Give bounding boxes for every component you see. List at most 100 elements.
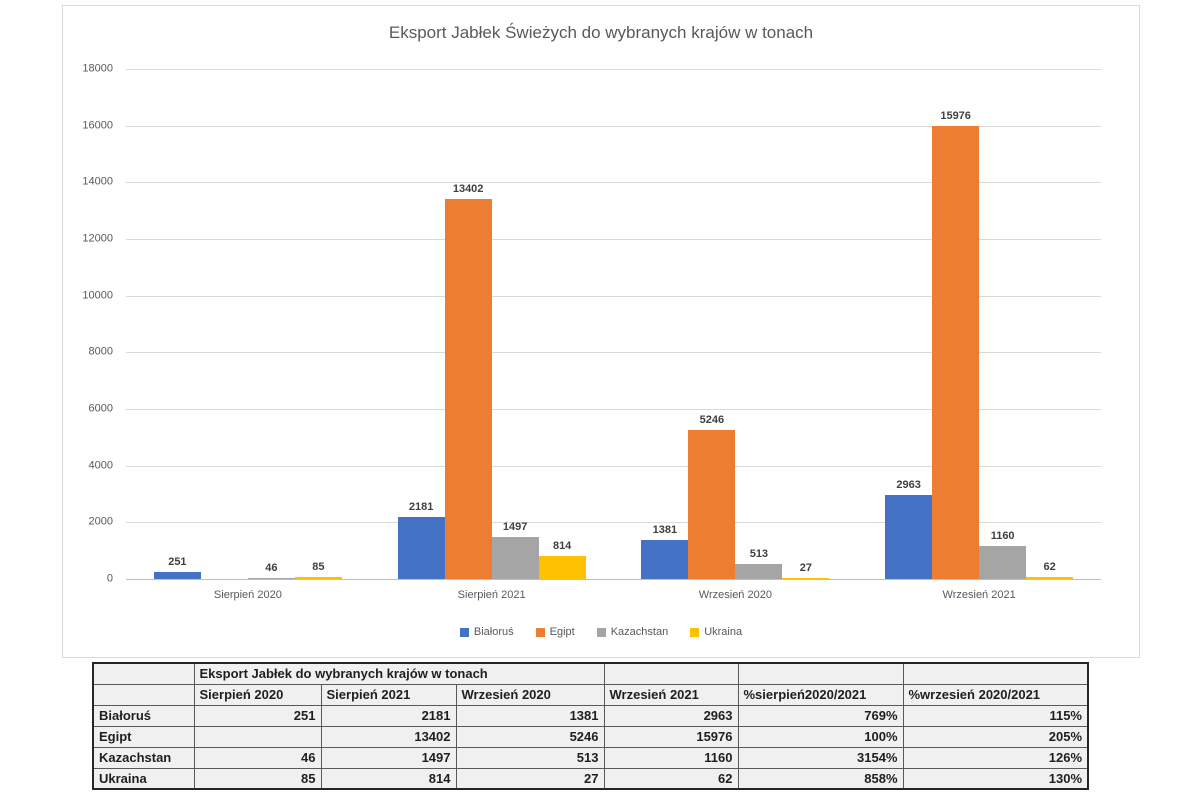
gridline: [126, 182, 1101, 184]
bar-slot: 46: [247, 69, 295, 579]
bar-group: 2181 13402 1497 814 Sierpień 2021: [370, 69, 614, 601]
bar: [444, 199, 492, 579]
legend-swatch-icon: [459, 627, 469, 637]
table-cell: 15976: [603, 725, 739, 748]
table-cell: 126%: [902, 746, 1089, 769]
bar-value-label: 513: [749, 548, 769, 561]
table-row-label: Ukraina: [92, 767, 195, 790]
table-row-label: Kazachstan: [92, 746, 195, 769]
table-cell: 100%: [737, 725, 904, 748]
bar-slot: 1160: [979, 69, 1027, 579]
table-cell: [92, 662, 195, 685]
bar-value-label: 251: [168, 555, 187, 568]
table-column-header: Sierpień 2021: [320, 683, 457, 706]
bar-slot: 2181: [397, 69, 445, 579]
table-row: Kazachstan 46 1497 513 1160 3154% 126%: [92, 746, 1089, 769]
gridline: [126, 239, 1101, 240]
bar-slot: 13402: [444, 69, 492, 579]
plot-area: 0 2000 4000 6000 8000 10000 12000 14000 16000 180…: [82, 62, 1101, 601]
y-axis-tick-label: 0: [106, 572, 113, 585]
y-axis-tick-label: 8000: [88, 345, 113, 358]
bar-slot: 814: [538, 69, 586, 579]
table-column-header: %wrzesień 2020/2021: [902, 683, 1089, 706]
table-cell: 513: [455, 746, 605, 769]
bar-slot: 1381: [641, 69, 689, 579]
gridline: [126, 125, 1101, 127]
bar: [885, 495, 933, 579]
chart-legend: Białoruś Egipt Kazachstan Ukraina: [63, 626, 1139, 638]
bar-slot: 1497: [491, 69, 539, 579]
table-cell: 858%: [737, 767, 904, 790]
category-label: Sierpień 2020: [213, 589, 282, 601]
bar: [979, 546, 1027, 579]
table-cell: 251: [193, 704, 322, 727]
chart-title: Eksport Jabłek Świeżych do wybranych kra…: [388, 23, 814, 42]
bar-slot: 15976: [932, 69, 980, 579]
bar: [641, 539, 689, 579]
bar-value-label: 1160: [990, 530, 1015, 543]
y-axis-tick-label: 14000: [82, 175, 113, 188]
bar-value-label: 5246: [699, 414, 725, 427]
bar: [932, 126, 980, 579]
table-column-header: Wrzesień 2020: [455, 683, 605, 706]
bar-slot: 251: [153, 69, 201, 579]
table-row-label: Egipt: [92, 725, 195, 748]
table-row: Ukraina 85 814 27 62 858% 130%: [92, 767, 1089, 790]
gridline: [126, 295, 1101, 297]
table-cell: 130%: [902, 767, 1089, 790]
table-cell: 1497: [320, 746, 457, 769]
table-cell: [902, 662, 1089, 685]
table-cell: 62: [603, 767, 739, 790]
y-axis-tick-label: 16000: [82, 119, 113, 132]
bar-value-label: 62: [1043, 561, 1056, 574]
bar: [735, 564, 783, 579]
bar-value-label: 1381: [652, 523, 678, 536]
legend-item: Egipt: [535, 626, 575, 638]
table-row: Egipt 13402 5246 15976 100% 205%: [92, 725, 1089, 748]
table-cell: 115%: [902, 704, 1089, 727]
category-label: Sierpień 2021: [457, 589, 526, 601]
chart-panel: Eksport Jabłek Świeżych do wybranych kra…: [62, 5, 1140, 658]
category-label: Wrzesień 2021: [942, 589, 1016, 601]
bar-slot: 513: [735, 69, 783, 579]
bar-value-label: 15976: [940, 110, 971, 123]
table-cell: 13402: [320, 725, 457, 748]
table-cell: 1160: [603, 746, 739, 769]
bar: [1026, 577, 1074, 579]
bar-slot: [201, 69, 248, 579]
table-cell: 205%: [902, 725, 1089, 748]
table-column-header: Sierpień 2020: [193, 683, 322, 706]
table-column-header: Wrzesień 2021: [603, 683, 739, 706]
bar: [247, 577, 295, 579]
bar-value-label: 27: [799, 562, 812, 575]
bar: [397, 517, 445, 579]
bar: [688, 430, 736, 579]
bar: [491, 536, 539, 579]
bar-slot: 62: [1026, 69, 1074, 579]
legend-swatch-icon: [690, 627, 700, 637]
bar: [153, 571, 201, 579]
table-cell: 85: [193, 767, 322, 790]
legend-swatch-icon: [596, 627, 606, 637]
gridline: [126, 522, 1101, 524]
bar-slot: 27: [782, 69, 830, 579]
bar-slot: 85: [294, 69, 342, 579]
bar-value-label: 46: [265, 561, 278, 574]
table-header-row: Sierpień 2020 Sierpień 2021 Wrzesień 2020 W…: [92, 683, 1089, 706]
bar: [538, 555, 586, 579]
table-merged-title: Eksport Jabłek do wybranych krajów w ton…: [193, 662, 605, 685]
bar-slot: 5246: [688, 69, 736, 579]
bar-value-label: 814: [552, 539, 572, 552]
table-cell: 769%: [737, 704, 904, 727]
legend-swatch-icon: [535, 627, 545, 637]
legend-label: Egipt: [549, 626, 575, 638]
y-axis-tick-label: 10000: [82, 289, 113, 302]
category-label: Wrzesień 2020: [698, 589, 772, 601]
y-axis-tick-label: 18000: [82, 62, 113, 75]
table-cell: 3154%: [737, 746, 904, 769]
gridline: [126, 409, 1101, 410]
y-axis-tick-label: 4000: [88, 459, 113, 472]
legend-item: Ukraina: [690, 626, 742, 638]
table-cell: 27: [455, 767, 605, 790]
